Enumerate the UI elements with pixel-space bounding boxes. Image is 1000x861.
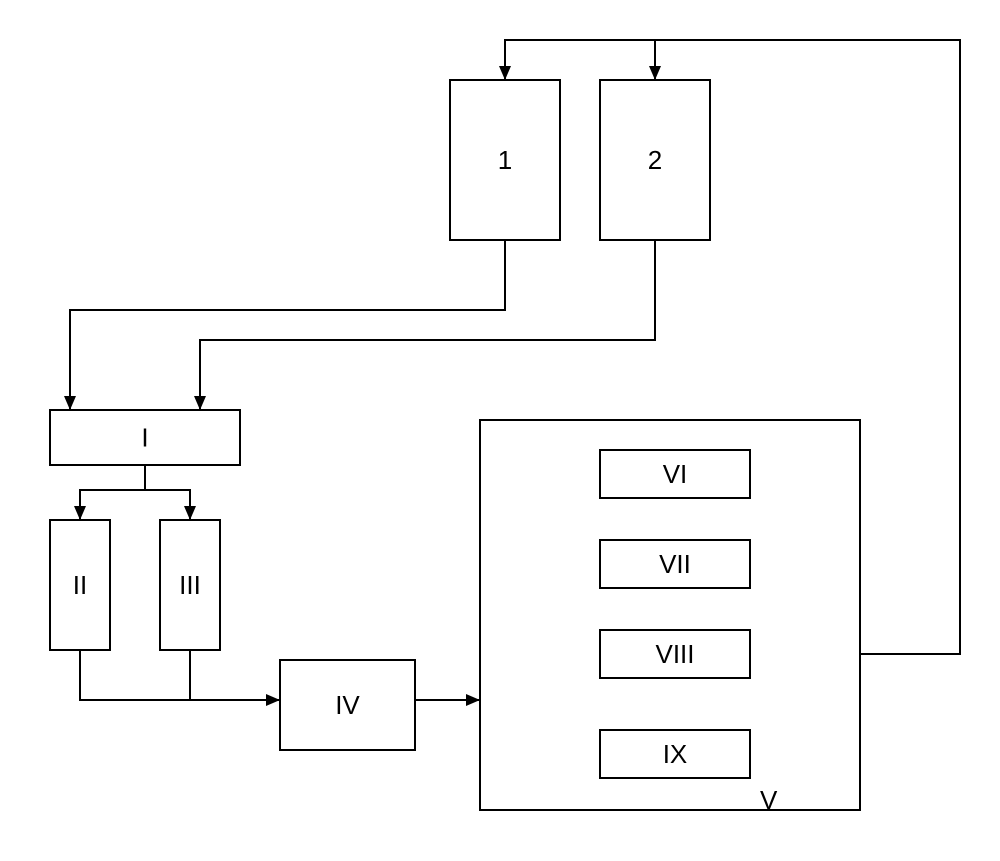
- node-label-nVI: VI: [663, 459, 688, 489]
- node-label-nIX: IX: [663, 739, 688, 769]
- edge-3: [80, 490, 145, 520]
- node-label-nIV: IV: [335, 690, 360, 720]
- flowchart-diagram: 12IIIIIIIVVVIVIIVIIIIX: [0, 0, 1000, 856]
- node-label-n2: 2: [648, 145, 662, 175]
- edge-0: [70, 240, 505, 410]
- node-label-nI: I: [141, 423, 148, 453]
- node-label-nVIII: VIII: [655, 639, 694, 669]
- node-label-nV: V: [760, 785, 778, 815]
- node-label-nVII: VII: [659, 549, 691, 579]
- node-label-nIII: III: [179, 570, 201, 600]
- edge-5: [80, 650, 280, 700]
- node-label-n1: 1: [498, 145, 512, 175]
- edge-9: [655, 40, 960, 80]
- node-label-nII: II: [73, 570, 87, 600]
- edge-1: [200, 240, 655, 410]
- edge-4: [145, 490, 190, 520]
